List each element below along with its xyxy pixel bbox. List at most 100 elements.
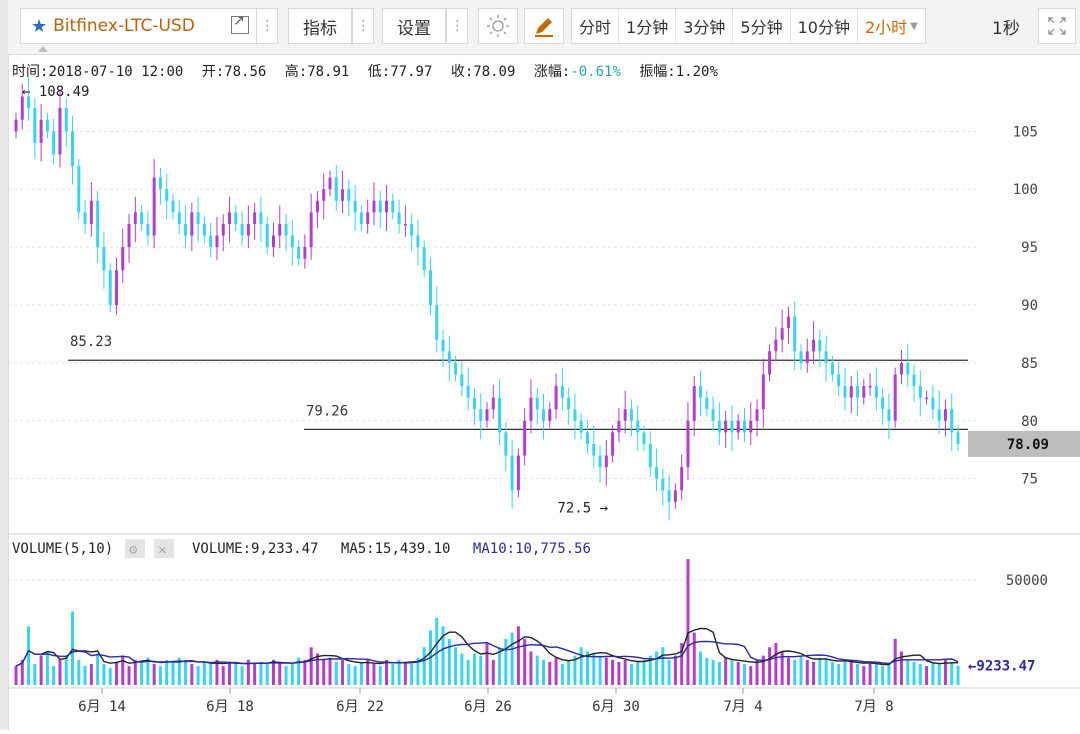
volume-bar-down (636, 661, 640, 685)
ma5-value: 15,439.10 (375, 541, 451, 557)
settings-button[interactable]: 设置 (382, 8, 446, 44)
theme-toggle-button[interactable] (478, 8, 518, 44)
tab-period-1min[interactable]: 1分钟 (619, 9, 677, 43)
volume-bar-down (560, 664, 564, 685)
kebab-icon[interactable]: ⋮ (352, 8, 374, 44)
volume-bar-up (246, 659, 250, 685)
kebab-icon[interactable]: ⋮ (446, 8, 468, 44)
volume-annotations: ←9233.47 (968, 659, 1035, 675)
horizontal-line-label: 79.26 (306, 403, 348, 419)
volume-close-button[interactable] (154, 539, 174, 558)
ma5-label: MA5: (341, 541, 375, 557)
external-link-icon[interactable] (231, 13, 249, 34)
volume-bar-down (184, 659, 188, 685)
volume-bar-down (284, 666, 288, 685)
volume-bar-down (705, 657, 709, 685)
candle-body-down (504, 432, 508, 456)
candle-body-down (378, 200, 382, 213)
volume-bar-up (121, 655, 125, 685)
volume-bar-down (542, 659, 546, 685)
x-axis: 6月 14 6月 18 6月 22 6月 26 6月 30 7月 4 7月 8 (78, 688, 894, 715)
star-icon[interactable]: ★ (31, 15, 48, 37)
svg-text:VOLUME:9,233.47 MA5:15,4: VOLUME:9,233.47 MA5:15,439.10 MA10:10,77… (192, 541, 591, 557)
volume-settings-button[interactable] (125, 539, 145, 558)
candle-body-down (428, 270, 432, 305)
volume-bar-down (96, 653, 100, 685)
candle-body-up (366, 212, 370, 224)
tab-period-3min[interactable]: 3分钟 (676, 9, 734, 43)
refresh-interval[interactable]: 1秒 (992, 8, 1020, 44)
candle-body-down (447, 351, 451, 363)
collapse-arrow-icon[interactable] (38, 46, 48, 52)
candle-body-down (435, 305, 439, 340)
volume-bar-down (240, 666, 244, 685)
candle-body-down (45, 119, 49, 132)
tab-period-10min[interactable]: 10分钟 (791, 9, 858, 43)
candle-body-down (196, 212, 200, 224)
candle-body-down (874, 386, 878, 398)
volume-bar-up (925, 666, 929, 685)
volume-bar-down (460, 653, 464, 685)
volume-bar-up (341, 659, 345, 685)
candle-body-up (20, 96, 24, 120)
x-tick-label: 7月 4 (723, 699, 762, 715)
price-tick-label: 100 (1013, 182, 1038, 198)
volume-bar-down (64, 657, 68, 685)
sun-icon (487, 15, 509, 37)
indicators-button[interactable]: 指标 (288, 8, 352, 44)
draw-button[interactable] (524, 8, 564, 44)
volume-bar-down (466, 659, 470, 685)
volume-bar-down (912, 661, 916, 685)
symbol-selector[interactable]: ★ Bitfinex-LTC-USD (20, 8, 260, 44)
candle-body-down (353, 200, 357, 213)
tab-period-5min[interactable]: 5分钟 (733, 9, 791, 43)
candle-body-down (799, 351, 803, 363)
candle-body-up (271, 235, 275, 248)
kebab-icon[interactable]: ⋮ (256, 8, 278, 44)
volume-bar-up (849, 661, 853, 685)
candle-body-up (121, 247, 125, 271)
candle-body-up (529, 397, 533, 421)
candle-body-up (548, 409, 552, 421)
x-tick-label: 6月 18 (206, 699, 254, 715)
candle-body-down (717, 420, 721, 433)
volume-bar-down (422, 647, 426, 685)
ma10-value: 10,775.56 (515, 541, 591, 557)
candle-body-down (297, 247, 301, 259)
candle-body-down (397, 212, 401, 224)
candle-body-down (655, 467, 659, 479)
tab-period-fenshi[interactable]: 分时 (572, 9, 620, 43)
volume-bar-down (567, 659, 571, 685)
tab-period-2h[interactable]: 2小时 ▼ (858, 9, 925, 43)
volume-bar-up (761, 655, 765, 685)
candle-body-down (699, 386, 703, 398)
horizontal-line-label: 85.23 (70, 334, 112, 350)
ma10-label: MA10: (473, 541, 515, 557)
volume-bar-down (177, 657, 181, 685)
volume-bar-down (598, 655, 602, 685)
candle-body-down (334, 177, 338, 201)
price-gridlines (8, 130, 976, 480)
volume-bar-up (604, 657, 608, 685)
candle-body-down (567, 397, 571, 410)
candlestick-chart[interactable]: 时间:2018-07-10 12:00 开:78.56 高:78.91 低:77… (8, 55, 1080, 730)
candle-body-down (259, 212, 263, 224)
min-price-label: 72.5 → (557, 501, 608, 517)
volume-bar-down (108, 668, 112, 685)
volume-bar-down (27, 626, 31, 685)
candle-body-up (246, 223, 250, 236)
period-tabs: 分时 1分钟 3分钟 5分钟 10分钟 2小时 ▼ (571, 8, 926, 44)
candle-body-down (906, 362, 910, 375)
chart-area[interactable]: 时间:2018-07-10 12:00 开:78.56 高:78.91 低:77… (8, 55, 1080, 734)
candle-body-up (228, 212, 232, 224)
volume-bar-up (322, 659, 326, 685)
volume-bar-down (655, 651, 659, 685)
candle-body-up (893, 374, 897, 421)
fullscreen-button[interactable] (1038, 8, 1076, 44)
volume-bar-down (824, 659, 828, 685)
volume-bar-up (611, 659, 615, 685)
candle-body-up (749, 420, 753, 433)
candle-body-down (158, 177, 162, 190)
candle-body-down (579, 420, 583, 433)
candle-body-down (64, 108, 68, 132)
